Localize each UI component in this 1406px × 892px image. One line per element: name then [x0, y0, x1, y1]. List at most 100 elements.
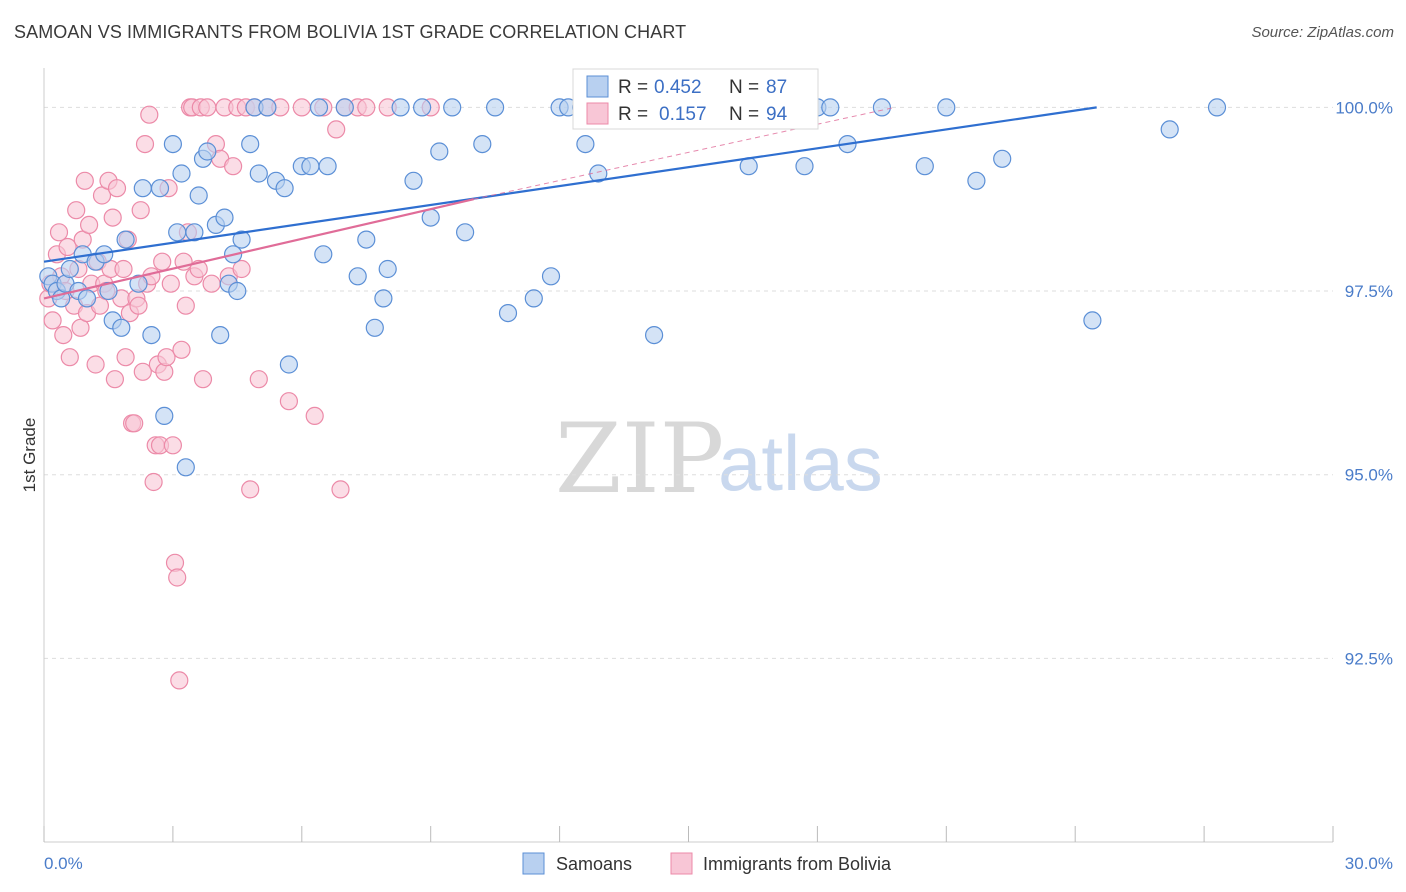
samoan-point	[413, 98, 432, 117]
legend-swatch-pink	[586, 102, 609, 125]
samoan-point	[301, 157, 320, 176]
samoan-point	[309, 98, 329, 117]
source-credit: Source: ZipAtlas.com	[1251, 24, 1394, 41]
samoan-point	[335, 98, 354, 117]
bolivia-point	[86, 355, 105, 374]
y-tick-labels: 92.5% 95.0% 97.5% 100.0%	[1335, 98, 1393, 668]
bolivia-point	[327, 120, 346, 139]
bolivia-point	[331, 480, 350, 499]
samoan-point	[228, 281, 247, 301]
samoan-point	[155, 406, 174, 425]
bolivia-point	[357, 98, 376, 117]
legend-r-label-2: R =	[618, 104, 648, 125]
legend-r-value-2: 0.157	[659, 104, 707, 125]
bolivia-trend-line	[43, 198, 474, 300]
samoan-point	[1207, 98, 1227, 117]
y-tick-label: 97.5%	[1345, 282, 1393, 301]
samoan-point	[142, 326, 161, 345]
bolivia-point	[60, 348, 79, 367]
samoan-point	[374, 289, 393, 308]
legend-swatch-blue	[586, 75, 609, 98]
bolivia-point	[49, 223, 69, 242]
y-tick-label: 92.5%	[1345, 649, 1393, 668]
grid-lines	[44, 106, 1333, 659]
bolivia-point	[224, 157, 243, 176]
samoan-point	[150, 179, 170, 198]
series-swatch-bolivia	[670, 852, 693, 875]
series-label-bolivia: Immigrants from Bolivia	[703, 854, 892, 874]
samoan-point	[421, 208, 440, 227]
bolivia-point	[279, 392, 298, 411]
samoan-point	[232, 230, 251, 249]
chart-title: SAMOAN VS IMMIGRANTS FROM BOLIVIA 1ST GR…	[14, 22, 687, 42]
samoan-point	[430, 142, 449, 161]
samoan-point	[176, 458, 195, 477]
samoan-point	[821, 98, 840, 117]
samoan-point	[275, 179, 294, 198]
samoan-point	[314, 245, 333, 264]
samoan-point	[189, 186, 208, 205]
samoan-point	[404, 171, 423, 190]
samoan-point	[378, 259, 397, 279]
samoan-point	[318, 157, 337, 176]
bolivia-point	[135, 135, 155, 154]
bolivia-point	[168, 568, 187, 587]
samoan-point	[937, 98, 956, 117]
y-tick-label: 95.0%	[1345, 466, 1393, 485]
samoan-point	[365, 318, 384, 337]
bolivia-point	[249, 370, 268, 389]
legend-n-label-2: N =	[729, 104, 759, 125]
bolivia-point	[140, 105, 159, 124]
bolivia-point	[114, 259, 133, 279]
samoan-point	[357, 230, 376, 249]
samoan-point	[133, 179, 152, 198]
bolivia-point	[116, 348, 135, 367]
bolivia-point	[107, 179, 127, 198]
samoan-point	[1083, 311, 1102, 330]
bolivia-point	[133, 362, 152, 381]
samoan-point	[456, 223, 475, 242]
bolivia-point	[105, 370, 125, 389]
samoan-point	[163, 135, 182, 154]
samoan-point	[541, 267, 561, 286]
samoan-point	[872, 98, 892, 117]
x-tick-label-max: 30.0%	[1345, 854, 1393, 873]
series-swatch-samoans	[522, 852, 545, 875]
bolivia-point	[241, 480, 260, 499]
bolivia-point	[79, 215, 99, 234]
samoan-point	[198, 142, 217, 161]
samoan-point	[443, 98, 462, 117]
stats-legend: R = 0.452 N = 87 R = 0.157 N = 94	[572, 68, 819, 130]
bolivia-point	[193, 370, 213, 389]
samoan-points	[39, 98, 1227, 477]
bolivia-point	[232, 259, 251, 279]
series-label-samoans: Samoans	[556, 854, 632, 874]
bolivia-point	[305, 406, 324, 425]
y-axis-label: 1st Grade	[20, 418, 39, 493]
bolivia-point	[202, 274, 221, 293]
series-legend: Samoans Immigrants from Bolivia	[522, 852, 892, 875]
bolivia-point	[125, 414, 144, 433]
bolivia-point	[163, 436, 182, 455]
bolivia-point	[43, 311, 62, 330]
samoan-point	[211, 326, 230, 345]
bolivia-point	[157, 348, 176, 367]
bolivia-point	[54, 326, 73, 345]
samoan-point	[185, 223, 204, 242]
legend-n-value-1: 87	[766, 77, 787, 98]
samoan-point	[967, 171, 986, 190]
samoan-point	[241, 135, 260, 154]
bolivia-point	[131, 201, 150, 220]
bolivia-point	[172, 340, 191, 359]
samoan-point	[391, 98, 410, 117]
y-tick-label: 100.0%	[1335, 98, 1393, 117]
samoan-point	[258, 98, 277, 117]
samoan-point	[129, 274, 148, 293]
samoan-point	[348, 267, 367, 286]
samoan-point	[915, 157, 934, 176]
bolivia-point	[67, 201, 86, 220]
trend-lines	[43, 106, 1097, 300]
samoan-point	[279, 355, 298, 374]
samoan-point	[486, 98, 505, 117]
